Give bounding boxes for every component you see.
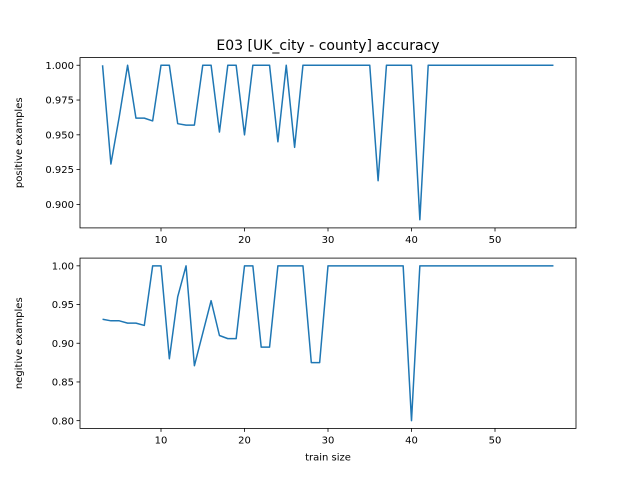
x-tick-label: 50: [489, 235, 502, 246]
bottom-panel-negative-examples: 10 20 30 40 50 0.80 0.85 0.90 0.95 1.00 negitive e…: [14, 257, 577, 463]
x-tick-label: 10: [155, 435, 168, 446]
y-tick-label: 1.000: [45, 61, 74, 72]
y-tick-label: 0.95: [52, 300, 74, 311]
x-tick-label: 20: [238, 235, 251, 246]
x-tick-label: 30: [322, 235, 335, 246]
chart-title: E03 [UK_city - county] accuracy: [216, 38, 439, 54]
y-axis-label: negitive examples: [14, 297, 25, 389]
x-tick-label: 20: [238, 435, 251, 446]
y-tick-label: 0.950: [45, 130, 74, 141]
series-line: [101, 64, 554, 221]
x-tick-label: 40: [405, 235, 418, 246]
x-axis-label: train size: [305, 452, 351, 463]
top-panel-positive-examples: 10 20 30 40 50 0.900 0.925 0.950 0.975 1.000 posit…: [14, 57, 577, 246]
y-tick-label: 0.90: [52, 339, 74, 350]
y-tick-label: 0.80: [52, 416, 74, 427]
y-tick-label: 1.00: [52, 261, 74, 272]
series-line: [102, 265, 554, 422]
y-tick-label: 0.900: [45, 200, 74, 211]
x-tick-label: 50: [489, 435, 502, 446]
y-tick-label: 0.925: [45, 165, 74, 176]
y-axis-label: positive examples: [14, 97, 25, 188]
y-tick-label: 0.975: [45, 96, 74, 107]
x-tick-label: 40: [405, 435, 418, 446]
y-tick-label: 0.85: [52, 378, 74, 389]
x-tick-label: 10: [155, 235, 168, 246]
x-tick-label: 30: [322, 435, 335, 446]
